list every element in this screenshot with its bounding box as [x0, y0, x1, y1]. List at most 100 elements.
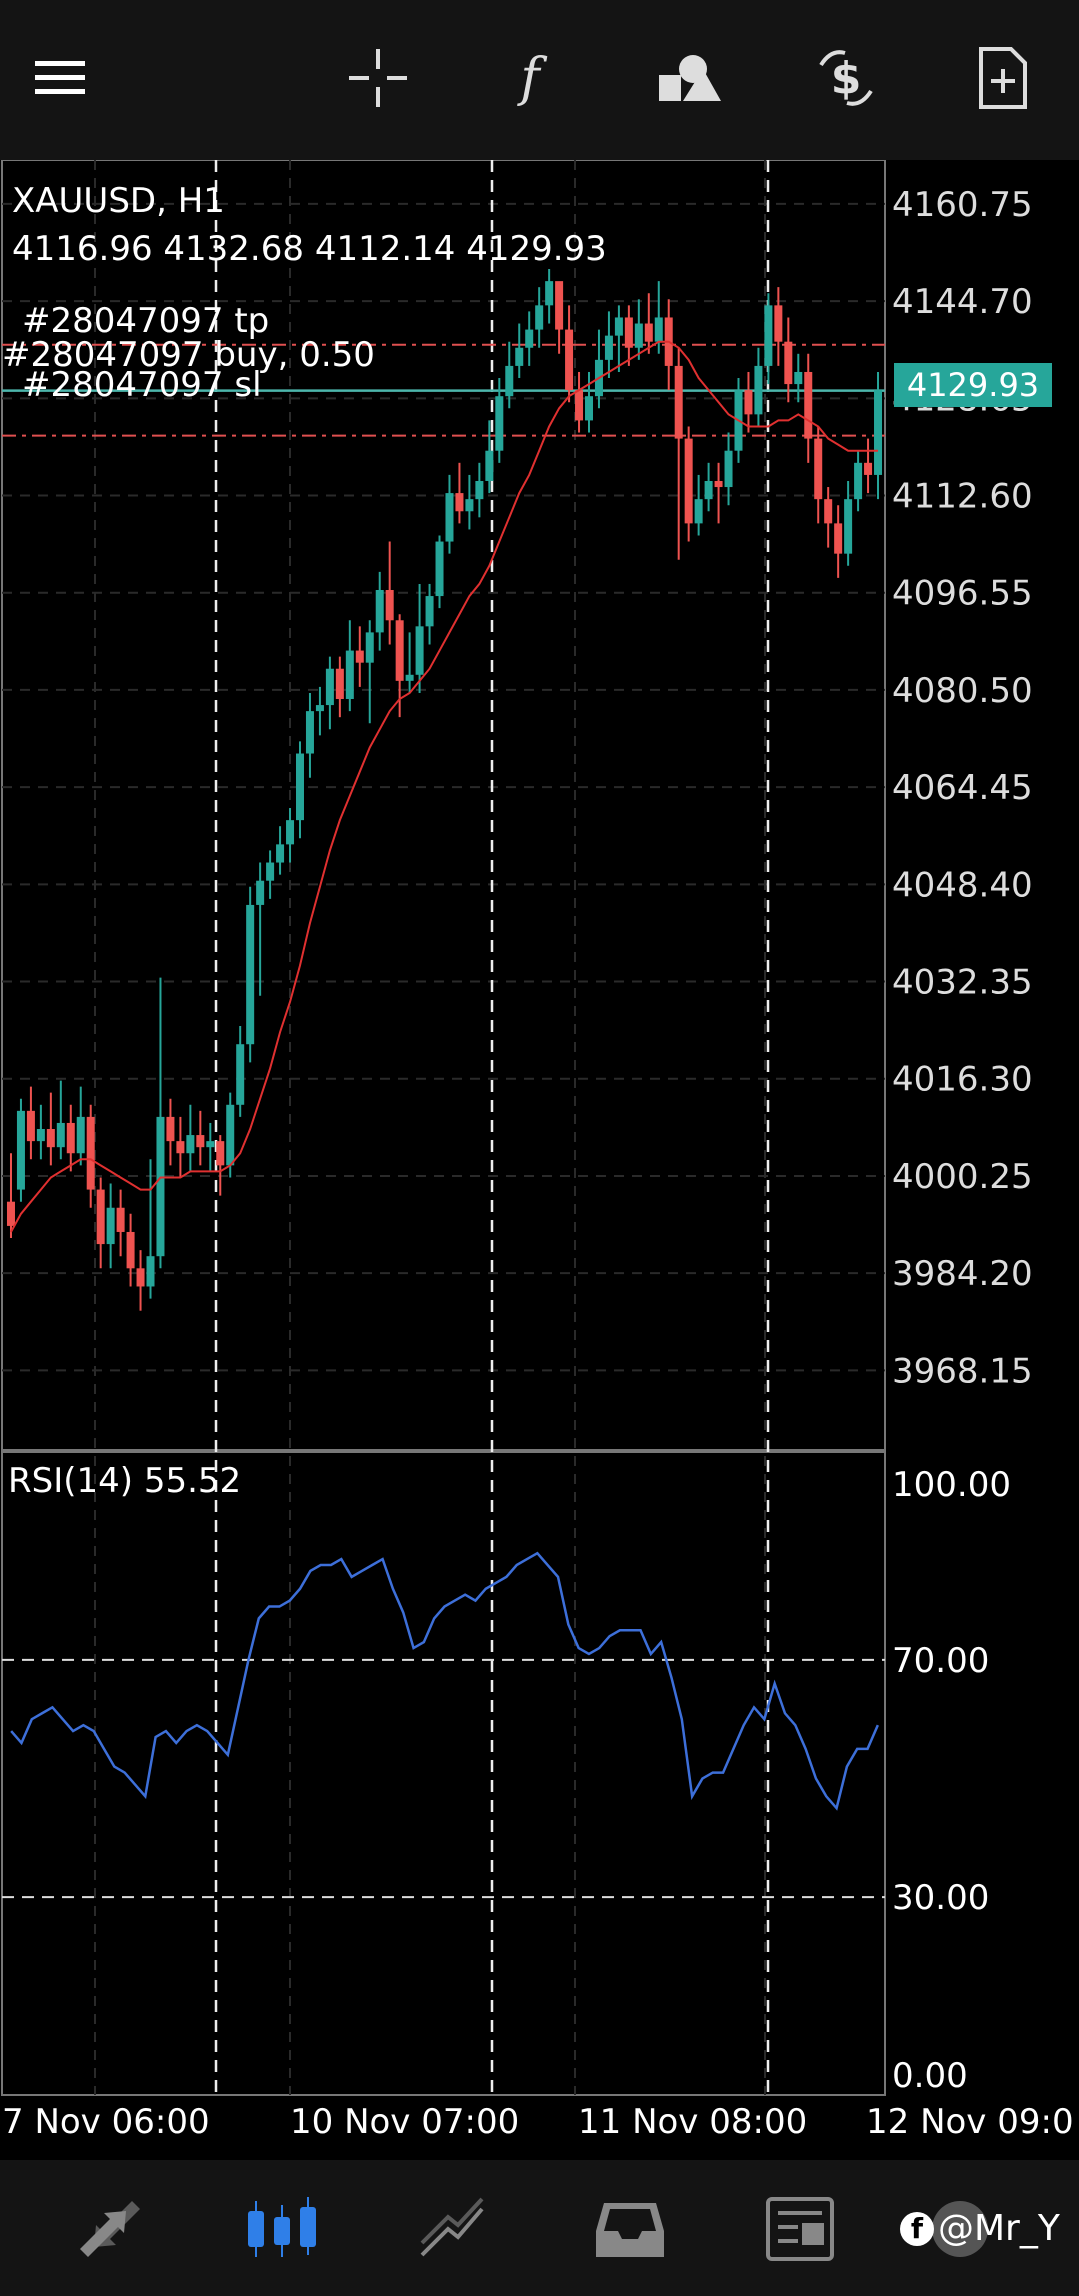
candle-body: [744, 390, 753, 415]
candle-body: [784, 341, 793, 385]
time-axis-label: 7 Nov 06:00: [2, 2102, 210, 2142]
candle-body: [804, 371, 813, 439]
candle-body: [395, 620, 404, 681]
chart-tab-icon[interactable]: [232, 2184, 332, 2274]
candle-body: [415, 626, 424, 675]
candle-body: [116, 1207, 125, 1232]
candle-body: [216, 1141, 225, 1166]
candle-body: [385, 590, 394, 621]
candle-body: [485, 450, 494, 481]
current-price-tag: 4129.93: [894, 363, 1052, 407]
price-tick-label: 4000.25: [892, 1157, 1033, 1197]
candle-body: [345, 650, 354, 700]
candle-body: [495, 396, 504, 451]
candle-body: [106, 1207, 115, 1245]
price-tick-label: 4144.70: [892, 282, 1033, 322]
candle-body: [515, 347, 524, 366]
candle-body: [365, 632, 374, 663]
candle-body: [614, 317, 623, 336]
top-toolbar: f $: [0, 0, 1079, 160]
watermark: f @Mr_Y: [900, 2208, 1060, 2249]
order-sl-label: #28047097 sl: [22, 365, 262, 405]
indicators-icon[interactable]: f: [490, 38, 570, 118]
time-axis-label: 10 Nov 07:00: [290, 2102, 519, 2142]
candle-body: [56, 1122, 65, 1148]
chart-area[interactable]: 4160.754144.704128.654112.604096.554080.…: [0, 160, 1079, 2150]
watermark-text: @Mr_Y: [938, 2208, 1060, 2249]
time-axis-label: 11 Nov 08:00: [578, 2102, 807, 2142]
price-chart[interactable]: 4160.754144.704128.654112.604096.554080.…: [0, 160, 1079, 2150]
history-tab-icon[interactable]: [580, 2184, 680, 2274]
menu-icon[interactable]: [20, 38, 100, 118]
candle-body: [445, 493, 454, 542]
candle-body: [146, 1256, 155, 1287]
candle-body: [545, 281, 554, 306]
objects-icon[interactable]: [648, 38, 728, 118]
candle-body: [186, 1135, 195, 1154]
candle-body: [305, 711, 314, 754]
candle-body: [465, 499, 474, 512]
price-tick-label: 4112.60: [892, 477, 1033, 517]
rsi-label: RSI(14) 55.52: [8, 1461, 241, 1501]
price-panel-frame: [1, 160, 886, 1451]
price-tick-label: 4064.45: [892, 768, 1033, 808]
new-order-icon[interactable]: [962, 38, 1042, 118]
candle-body: [754, 365, 763, 415]
candle-body: [36, 1129, 45, 1142]
candle-body: [96, 1189, 105, 1245]
candle-body: [286, 820, 295, 845]
candle-body: [435, 541, 444, 597]
candle-body: [794, 371, 803, 385]
candle-body: [46, 1129, 55, 1148]
candle-body: [764, 305, 773, 366]
candle-body: [505, 365, 514, 397]
order-buy-label: #28047097 buy, 0.50: [2, 335, 375, 375]
candle-body: [166, 1116, 175, 1142]
price-tick-label: 4048.40: [892, 865, 1033, 905]
rsi-tick-label: 30.00: [892, 1878, 989, 1918]
price-tick-label: 4080.50: [892, 671, 1033, 711]
candle-body: [236, 1044, 245, 1105]
candle-body: [575, 390, 584, 421]
quotes-icon[interactable]: [60, 2184, 160, 2274]
candle-body: [196, 1135, 205, 1148]
candle-body: [604, 335, 613, 360]
candle-body: [724, 450, 733, 488]
candle-body: [814, 438, 823, 500]
candle-body: [295, 753, 304, 821]
candle-body: [844, 499, 853, 554]
candle-body: [256, 880, 265, 905]
order-tp-label: #28047097 tp: [22, 301, 269, 341]
crosshair-icon[interactable]: [338, 38, 418, 118]
candle-body: [834, 523, 843, 554]
settings-tab-icon[interactable]: [910, 2184, 1010, 2274]
candle-body: [176, 1141, 185, 1154]
candle-body: [854, 462, 863, 500]
candle-body: [824, 499, 833, 524]
candle-body: [246, 904, 255, 1045]
news-tab-icon[interactable]: [750, 2184, 850, 2274]
candle-body: [26, 1110, 35, 1142]
candle-body: [16, 1110, 25, 1190]
price-tick-label: 4032.35: [892, 963, 1033, 1003]
candle-body: [654, 317, 663, 342]
candle-body: [585, 396, 594, 421]
trade-tab-icon[interactable]: [402, 2184, 502, 2274]
time-axis-label: 12 Nov 09:0: [866, 2102, 1074, 2142]
candle-body: [535, 305, 544, 330]
candle-body: [325, 668, 334, 706]
rsi-line: [10, 1551, 879, 1811]
candle-body: [315, 705, 324, 712]
candle-body: [226, 1104, 235, 1166]
bottom-navigation: [0, 2160, 1079, 2296]
rsi-panel-frame: [1, 1451, 886, 2096]
rsi-tick-label: 100.00: [892, 1465, 1011, 1505]
rsi-tick-label: 70.00: [892, 1641, 989, 1681]
trade-icon[interactable]: $: [806, 38, 886, 118]
candle-body: [156, 1116, 165, 1257]
candle-body: [475, 480, 484, 500]
price-tick-label: 3984.20: [892, 1254, 1033, 1294]
candle-body: [684, 438, 693, 524]
candle-body: [774, 305, 783, 342]
candle-body: [266, 862, 275, 881]
